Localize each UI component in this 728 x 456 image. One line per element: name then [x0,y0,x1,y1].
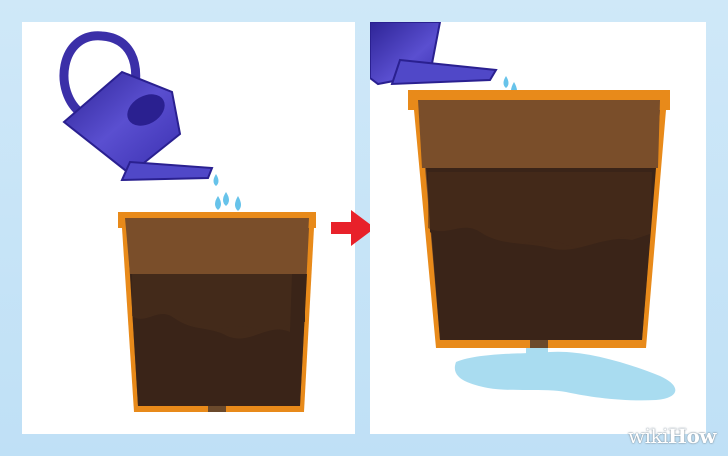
wikihow-logo: wikiHow [628,424,716,448]
water-drop [213,174,219,186]
right-scene [370,22,676,401]
logo-wiki: wiki [628,424,669,448]
watering-can-icon [59,31,214,182]
water-drop [223,192,229,206]
water-puddle [454,351,676,401]
right-arrow-icon [331,210,375,246]
logo-how: How [668,424,716,448]
flower-pot-wet [408,90,670,348]
water-drop [503,76,509,88]
left-scene [59,31,316,412]
right-illustration-panel [370,22,706,434]
water-drop [215,196,221,210]
water-drop [235,196,241,211]
flower-pot-dry [118,212,316,412]
watering-can-icon [370,22,498,86]
left-illustration-panel [22,22,355,434]
